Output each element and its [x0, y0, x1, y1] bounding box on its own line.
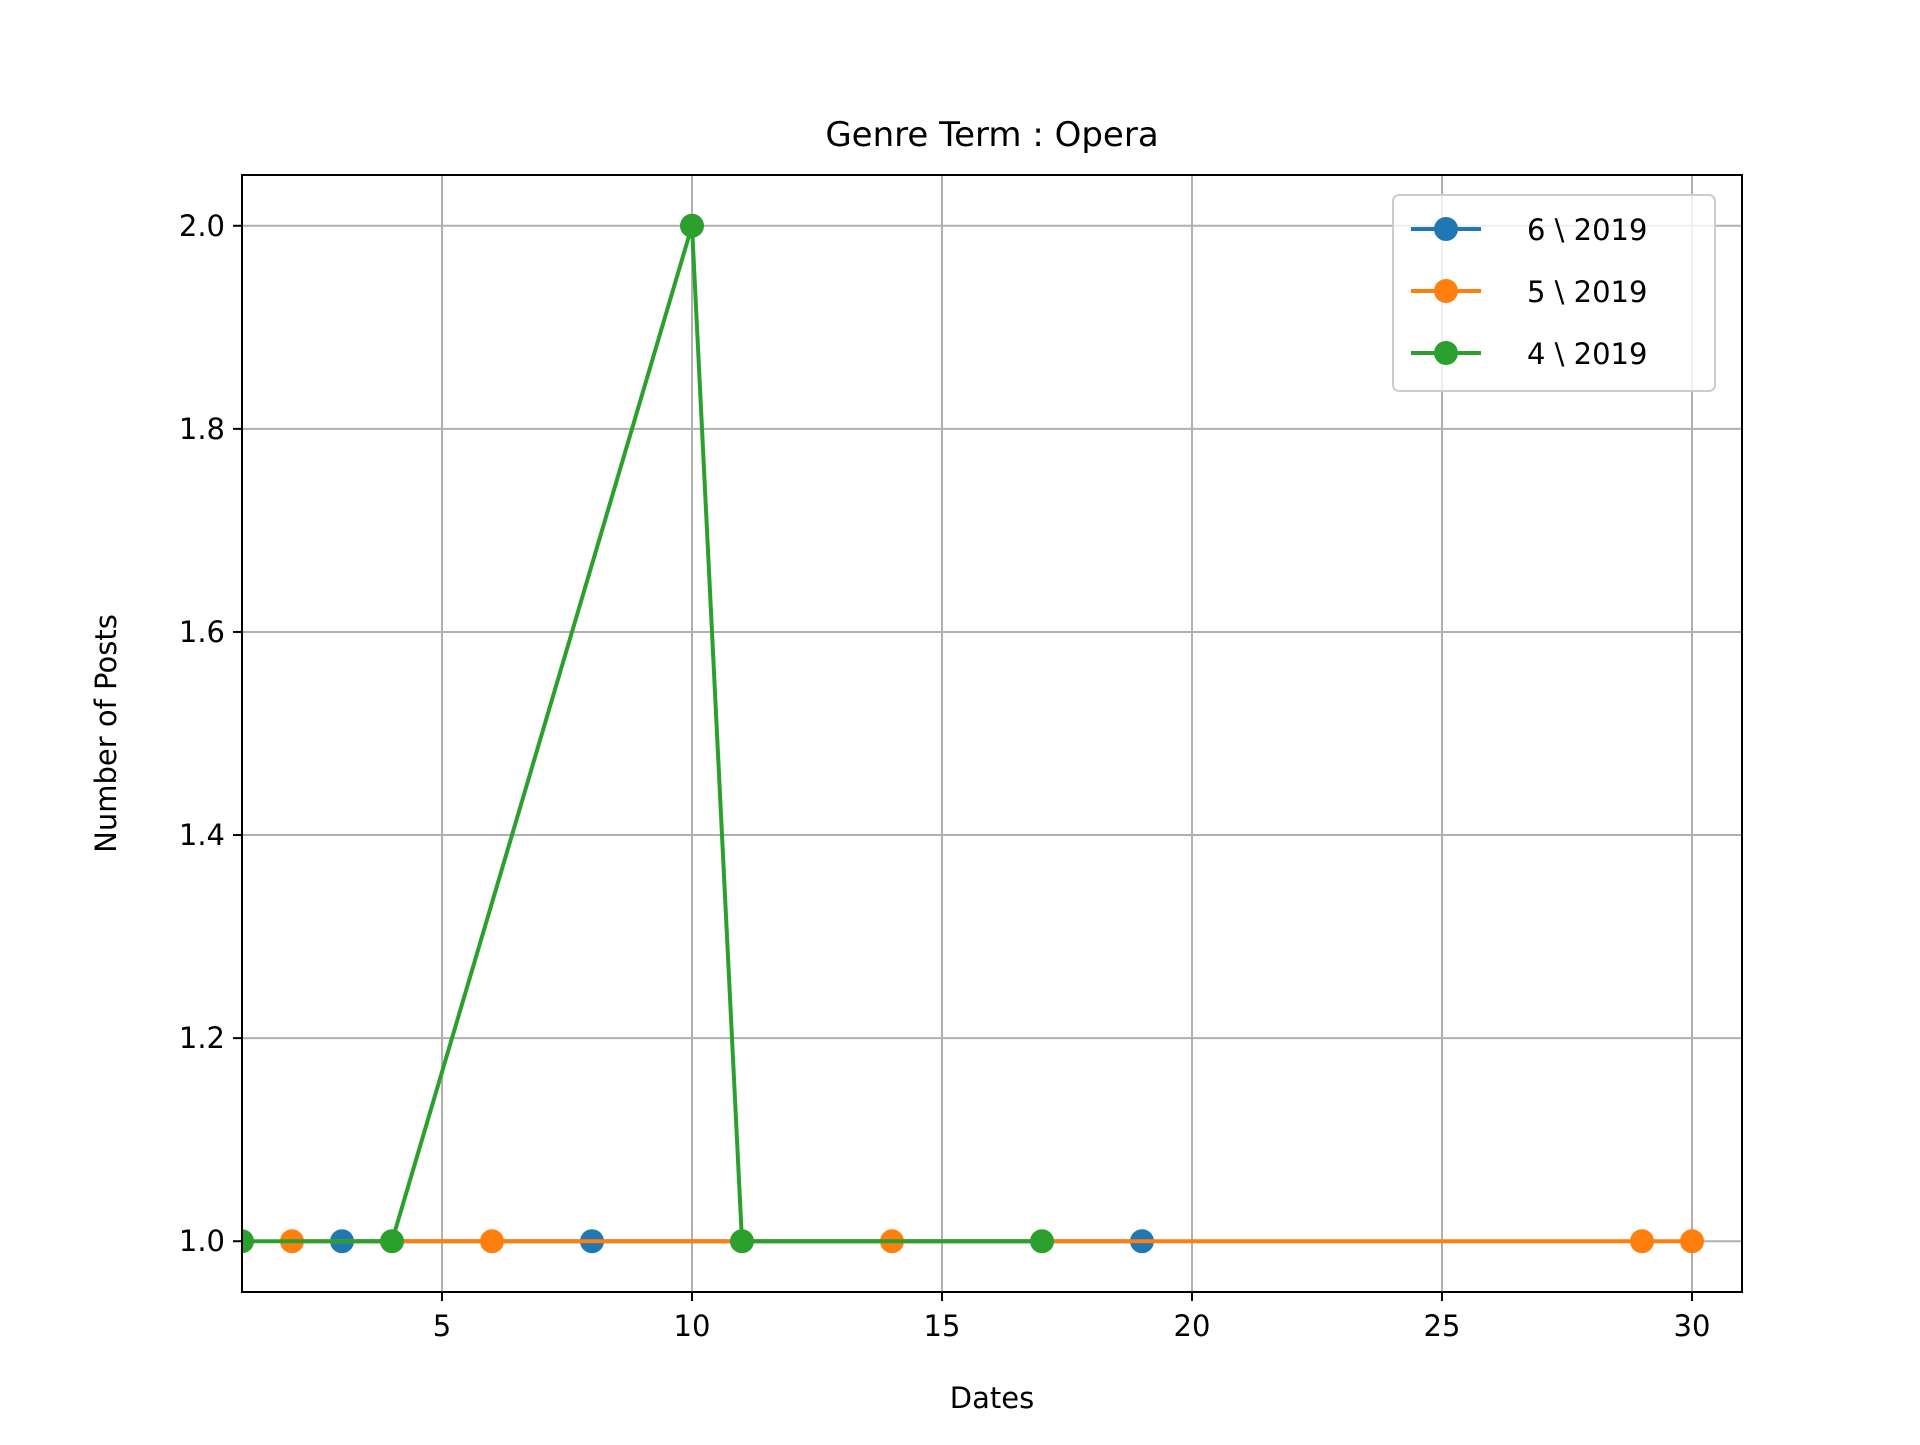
chart-title: Genre Term : Opera — [825, 115, 1158, 155]
axis-ticks: 5 10 15 20 25 30 1.0 1.2 1.4 1.6 1.8 2.0 — [179, 209, 1711, 1343]
y-tick-label: 1.0 — [179, 1224, 225, 1258]
data-point — [1680, 1229, 1704, 1254]
series-line — [242, 223, 1042, 1244]
x-tick-label: 25 — [1424, 1309, 1461, 1343]
legend-label: 6 \ 2019 — [1527, 213, 1647, 247]
y-tick-label: 1.4 — [179, 818, 225, 852]
y-tick-label: 1.2 — [179, 1021, 225, 1055]
x-tick-label: 15 — [924, 1309, 961, 1343]
legend-item: 6 \ 2019 — [1411, 213, 1647, 247]
legend-item: 5 \ 2019 — [1411, 275, 1647, 309]
series-3 — [242, 213, 1054, 1254]
x-tick-label: 10 — [674, 1309, 711, 1343]
legend: 6 \ 2019 5 \ 2019 4 \ 2019 — [1392, 194, 1716, 392]
data-series — [242, 213, 1704, 1254]
y-tick-label: 2.0 — [179, 209, 225, 243]
data-point — [1630, 1229, 1654, 1254]
legend-box — [1392, 194, 1716, 392]
x-tick-label: 20 — [1174, 1309, 1211, 1343]
legend-marker — [1434, 279, 1458, 303]
legend-label: 4 \ 2019 — [1527, 337, 1647, 371]
data-point — [680, 213, 704, 238]
y-tick-label: 1.6 — [179, 615, 225, 649]
x-tick-label: 5 — [433, 1309, 451, 1343]
data-point — [730, 1229, 754, 1254]
plot-frame — [241, 174, 1743, 1293]
legend-marker — [1434, 341, 1458, 365]
legend-label: 5 \ 2019 — [1527, 275, 1647, 309]
data-point — [242, 1229, 254, 1254]
data-point — [480, 1229, 504, 1254]
y-axis-label: Number of Posts — [89, 614, 123, 853]
data-point — [380, 1229, 404, 1254]
legend-item: 4 \ 2019 — [1411, 337, 1647, 371]
data-point — [1030, 1229, 1054, 1254]
y-tick-label: 1.8 — [179, 412, 225, 446]
x-axis-label: Dates — [950, 1381, 1034, 1415]
legend-marker — [1434, 217, 1458, 241]
x-tick-label: 30 — [1674, 1309, 1711, 1343]
